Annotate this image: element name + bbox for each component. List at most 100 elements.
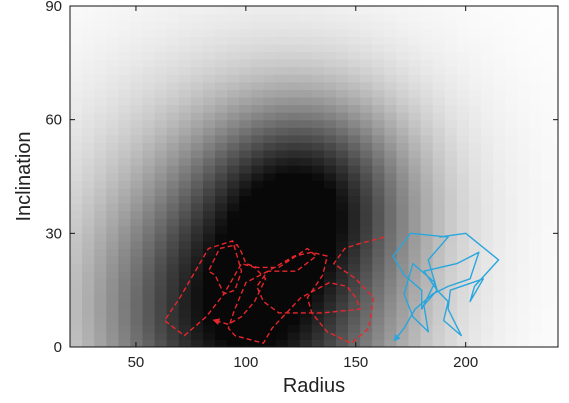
heatmap-cell — [420, 6, 434, 15]
heatmap-cell — [529, 81, 543, 90]
heatmap-cell — [299, 21, 313, 30]
heatmap-cell — [372, 134, 385, 143]
heatmap-cell — [299, 301, 313, 310]
heatmap-cell — [215, 36, 228, 45]
heatmap-cell — [142, 119, 156, 128]
heatmap-cell — [275, 13, 289, 22]
heatmap-cell — [481, 248, 494, 257]
heatmap-cell — [154, 165, 168, 174]
heatmap-cell — [287, 127, 301, 136]
heatmap-cell — [311, 218, 325, 227]
heatmap-cell — [360, 51, 373, 60]
heatmap-cell — [372, 104, 385, 113]
heatmap-cell — [263, 263, 277, 272]
heatmap-cell — [106, 6, 119, 15]
heatmap-cell — [94, 324, 107, 333]
heatmap-cell — [481, 127, 494, 136]
heatmap-cell — [372, 195, 385, 204]
heatmap-cell — [287, 331, 301, 341]
density-heatmap — [70, 6, 558, 347]
heatmap-cell — [541, 81, 555, 90]
heatmap-cell — [432, 13, 446, 22]
heatmap-cell — [408, 149, 422, 159]
heatmap-cell — [517, 157, 531, 166]
heatmap-cell — [323, 248, 337, 257]
heatmap-cell — [311, 6, 325, 15]
heatmap-cell — [227, 203, 240, 212]
heatmap-cell — [215, 286, 228, 295]
heatmap-cell — [202, 210, 216, 219]
heatmap-cell — [299, 142, 313, 151]
heatmap-cell — [275, 256, 289, 265]
heatmap-cell — [202, 149, 216, 159]
heatmap-cell — [348, 28, 361, 37]
heatmap-cell — [396, 66, 410, 75]
heatmap-cell — [456, 225, 470, 234]
heatmap-cell — [481, 112, 494, 121]
heatmap-cell — [335, 233, 349, 242]
heatmap-cell — [553, 149, 558, 159]
heatmap-cell — [251, 331, 265, 341]
heatmap-cell — [384, 309, 398, 318]
heatmap-cell — [553, 96, 558, 106]
heatmap-cell — [142, 316, 156, 325]
heatmap-cell — [130, 286, 144, 295]
heatmap-cell — [335, 142, 349, 151]
heatmap-cell — [239, 195, 252, 204]
heatmap-cell — [154, 309, 168, 318]
heatmap-cell — [335, 134, 349, 143]
heatmap-cell — [130, 81, 144, 90]
heatmap-cell — [541, 28, 555, 37]
heatmap-cell — [299, 248, 313, 257]
heatmap-cell — [323, 195, 337, 204]
heatmap-cell — [420, 112, 434, 121]
heatmap-cell — [481, 195, 494, 204]
heatmap-cell — [275, 74, 289, 83]
heatmap-cell — [311, 180, 325, 189]
heatmap-cell — [190, 286, 204, 295]
heatmap-cell — [227, 74, 240, 83]
heatmap-cell — [335, 331, 349, 341]
heatmap-cell — [408, 278, 422, 287]
heatmap-cell — [335, 339, 349, 347]
heatmap-cell — [481, 339, 494, 347]
heatmap-cell — [456, 112, 470, 121]
heatmap-cell — [227, 104, 240, 113]
heatmap-cell — [275, 278, 289, 287]
heatmap-cell — [420, 324, 434, 333]
heatmap-cell — [239, 271, 252, 280]
heatmap-cell — [299, 127, 313, 136]
heatmap-cell — [275, 286, 289, 295]
heatmap-cell — [82, 81, 95, 90]
heatmap-cell — [142, 225, 156, 234]
heatmap-cell — [263, 240, 277, 250]
heatmap-cell — [335, 324, 349, 333]
heatmap-cell — [311, 256, 325, 265]
heatmap-cell — [408, 293, 422, 303]
heatmap-cell — [142, 180, 156, 189]
heatmap-cell — [553, 248, 558, 257]
heatmap-cell — [311, 316, 325, 325]
heatmap-cell — [94, 134, 107, 143]
heatmap-cell — [553, 165, 558, 174]
heatmap-cell — [323, 278, 337, 287]
heatmap-cell — [432, 248, 446, 257]
heatmap-cell — [263, 256, 277, 265]
heatmap-cell — [493, 286, 506, 295]
heatmap-cell — [82, 165, 95, 174]
heatmap-cell — [468, 74, 482, 83]
heatmap-cell — [432, 142, 446, 151]
heatmap-cell — [190, 195, 204, 204]
heatmap-cell — [287, 286, 301, 295]
heatmap-cell — [263, 51, 277, 60]
heatmap-cell — [94, 59, 107, 68]
heatmap-cell — [420, 309, 434, 318]
heatmap-cell — [493, 89, 506, 98]
heatmap-cell — [432, 43, 446, 53]
heatmap-cell — [154, 59, 168, 68]
heatmap-cell — [82, 149, 95, 159]
heatmap-cell — [263, 36, 277, 45]
heatmap-cell — [94, 263, 107, 272]
heatmap-cell — [106, 218, 119, 227]
heatmap-cell — [239, 104, 252, 113]
